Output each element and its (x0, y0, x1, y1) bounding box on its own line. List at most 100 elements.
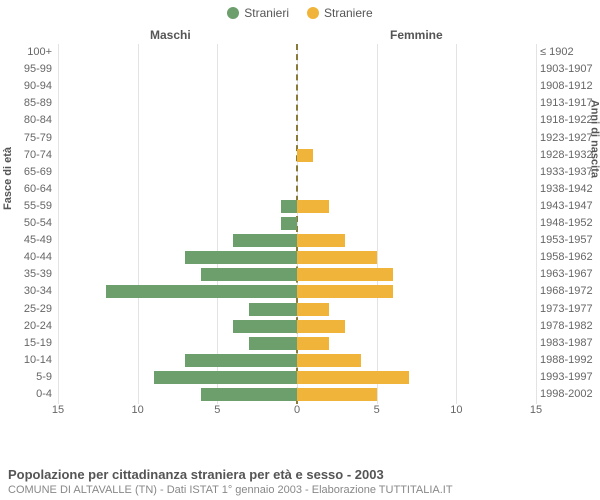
bar-female (297, 251, 377, 264)
age-label: 100+ (8, 44, 52, 61)
birth-year-label: 1993-1997 (540, 369, 600, 386)
birth-year-label: 1963-1967 (540, 266, 600, 283)
age-row: 65-691933-1937 (58, 164, 536, 181)
birth-year-label: 1908-1912 (540, 78, 600, 95)
legend-label-male: Stranieri (244, 6, 289, 20)
legend-item-female: Straniere (307, 6, 373, 20)
age-row: 60-641938-1942 (58, 181, 536, 198)
x-tick: 0 (294, 404, 300, 416)
age-label: 55-59 (8, 198, 52, 215)
x-tick: 15 (52, 404, 64, 416)
bar-female (297, 371, 409, 384)
bar-female (297, 354, 361, 367)
age-row: 95-991903-1907 (58, 61, 536, 78)
age-label: 95-99 (8, 61, 52, 78)
gridline (536, 44, 537, 404)
age-row: 90-941908-1912 (58, 78, 536, 95)
age-label: 45-49 (8, 232, 52, 249)
birth-year-label: 1998-2002 (540, 386, 600, 403)
header-female: Femmine (390, 28, 443, 42)
birth-year-label: 1958-1962 (540, 249, 600, 266)
age-label: 85-89 (8, 95, 52, 112)
bar-female (297, 285, 393, 298)
bar-male (233, 234, 297, 247)
age-row: 0-41998-2002 (58, 386, 536, 403)
bar-male (201, 388, 297, 401)
bar-male (281, 217, 297, 230)
age-label: 25-29 (8, 301, 52, 318)
age-label: 40-44 (8, 249, 52, 266)
birth-year-label: 1928-1932 (540, 147, 600, 164)
chart-footer: Popolazione per cittadinanza straniera p… (8, 467, 592, 496)
age-row: 100+≤ 1902 (58, 44, 536, 61)
age-row: 25-291973-1977 (58, 301, 536, 318)
age-label: 0-4 (8, 386, 52, 403)
age-label: 50-54 (8, 215, 52, 232)
age-label: 90-94 (8, 78, 52, 95)
pyramid-chart: 100+≤ 190295-991903-190790-941908-191285… (58, 44, 536, 424)
age-label: 35-39 (8, 266, 52, 283)
bar-female (297, 234, 345, 247)
age-label: 80-84 (8, 112, 52, 129)
age-row: 50-541948-1952 (58, 215, 536, 232)
age-row: 85-891913-1917 (58, 95, 536, 112)
footer-subtitle: COMUNE DI ALTAVALLE (TN) - Dati ISTAT 1°… (8, 484, 592, 496)
bar-male (201, 268, 297, 281)
age-row: 15-191983-1987 (58, 335, 536, 352)
bar-female (297, 303, 329, 316)
bar-female (297, 268, 393, 281)
x-tick: 10 (132, 404, 144, 416)
age-label: 20-24 (8, 318, 52, 335)
x-tick: 5 (374, 404, 380, 416)
bar-male (249, 337, 297, 350)
birth-year-label: 1903-1907 (540, 61, 600, 78)
birth-year-label: 1938-1942 (540, 181, 600, 198)
bar-female (297, 320, 345, 333)
birth-year-label: 1983-1987 (540, 335, 600, 352)
birth-year-label: 1943-1947 (540, 198, 600, 215)
bar-male (233, 320, 297, 333)
bar-female (297, 149, 313, 162)
legend: Stranieri Straniere (0, 0, 600, 20)
legend-label-female: Straniere (324, 6, 373, 20)
bar-male (185, 354, 297, 367)
age-row: 45-491953-1957 (58, 232, 536, 249)
birth-year-label: 1973-1977 (540, 301, 600, 318)
bar-male (154, 371, 297, 384)
age-label: 30-34 (8, 283, 52, 300)
bar-male (249, 303, 297, 316)
birth-year-label: 1968-1972 (540, 283, 600, 300)
age-row: 5-91993-1997 (58, 369, 536, 386)
plot-area: 100+≤ 190295-991903-190790-941908-191285… (58, 44, 536, 404)
birth-year-label: 1918-1922 (540, 112, 600, 129)
legend-item-male: Stranieri (227, 6, 289, 20)
birth-year-label: 1988-1992 (540, 352, 600, 369)
birth-year-label: 1948-1952 (540, 215, 600, 232)
age-label: 65-69 (8, 164, 52, 181)
x-tick: 15 (530, 404, 542, 416)
bar-female (297, 388, 377, 401)
age-row: 70-741928-1932 (58, 147, 536, 164)
age-label: 70-74 (8, 147, 52, 164)
age-row: 80-841918-1922 (58, 112, 536, 129)
x-tick: 5 (214, 404, 220, 416)
age-label: 60-64 (8, 181, 52, 198)
birth-year-label: ≤ 1902 (540, 44, 600, 61)
birth-year-label: 1923-1927 (540, 130, 600, 147)
birth-year-label: 1933-1937 (540, 164, 600, 181)
age-row: 40-441958-1962 (58, 249, 536, 266)
x-tick: 10 (450, 404, 462, 416)
age-row: 10-141988-1992 (58, 352, 536, 369)
age-row: 75-791923-1927 (58, 130, 536, 147)
age-label: 10-14 (8, 352, 52, 369)
age-label: 5-9 (8, 369, 52, 386)
birth-year-label: 1953-1957 (540, 232, 600, 249)
legend-swatch-female (307, 7, 319, 19)
x-axis: 15105051015 (58, 404, 536, 422)
age-label: 15-19 (8, 335, 52, 352)
header-male: Maschi (150, 28, 191, 42)
age-row: 35-391963-1967 (58, 266, 536, 283)
footer-title: Popolazione per cittadinanza straniera p… (8, 467, 592, 482)
bar-female (297, 200, 329, 213)
bar-male (106, 285, 297, 298)
